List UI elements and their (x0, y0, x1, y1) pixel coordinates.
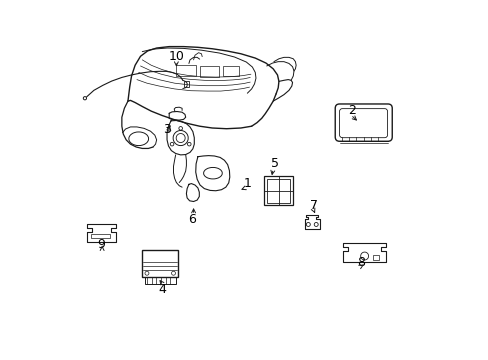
Bar (144, 277, 176, 284)
Text: 1: 1 (244, 177, 251, 190)
Bar (91, 234, 109, 238)
Bar (266, 179, 289, 203)
Bar (199, 66, 219, 77)
Text: 2: 2 (347, 104, 355, 117)
Text: 4: 4 (158, 283, 165, 296)
Bar (264, 176, 293, 205)
Text: 9: 9 (97, 238, 105, 251)
Text: 7: 7 (310, 199, 318, 212)
Text: 5: 5 (270, 157, 279, 170)
Text: 8: 8 (356, 256, 365, 269)
Text: 10: 10 (168, 50, 184, 63)
Bar (176, 65, 196, 76)
Text: 3: 3 (163, 123, 171, 136)
Bar (223, 66, 239, 76)
Bar (142, 250, 178, 277)
Text: 6: 6 (188, 213, 196, 226)
Bar (372, 255, 379, 260)
Bar (183, 81, 188, 87)
